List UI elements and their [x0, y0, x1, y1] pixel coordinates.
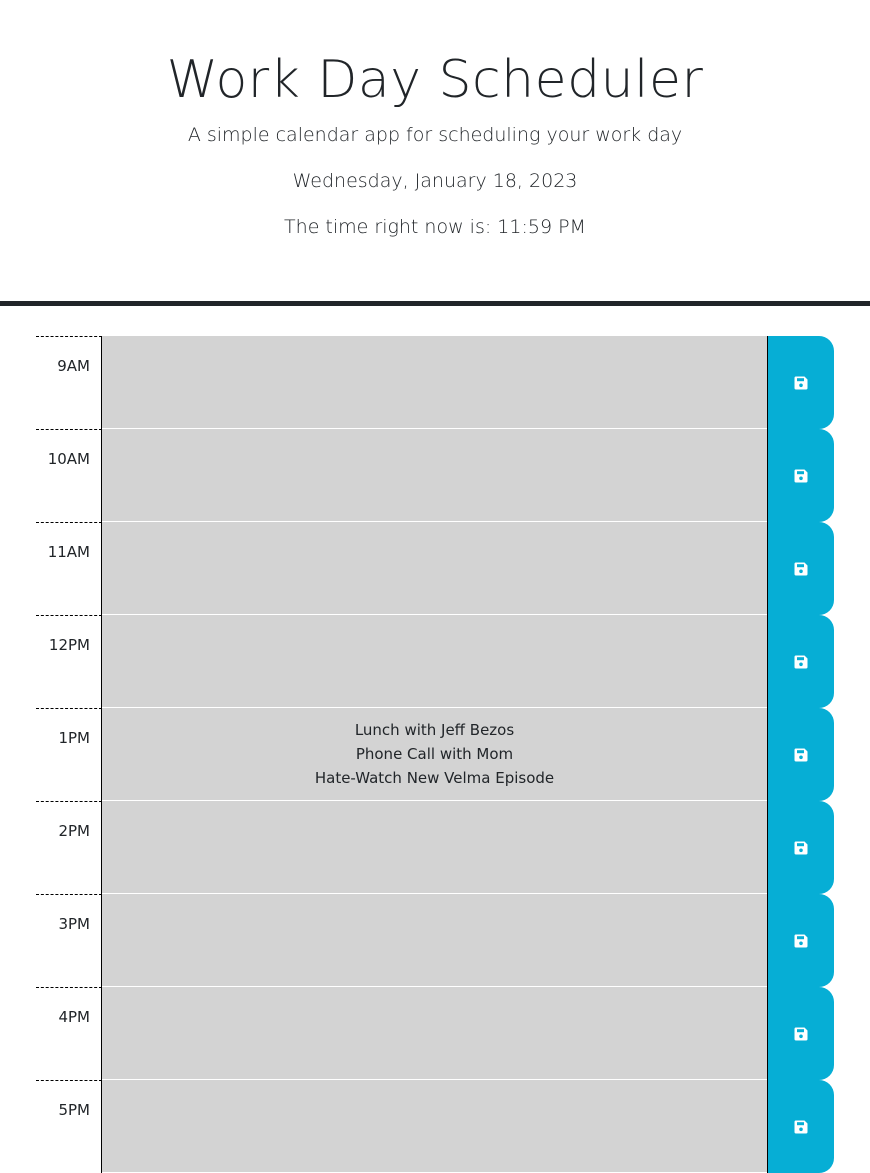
save-button[interactable]	[767, 429, 834, 522]
current-time: The time right now is: 11:59 PM	[284, 216, 586, 238]
save-button[interactable]	[767, 987, 834, 1080]
floppy-disk-icon	[794, 655, 808, 669]
save-button[interactable]	[767, 1080, 834, 1173]
event-description-input[interactable]	[102, 894, 767, 987]
schedule-container: 9AM 10AM 11AM 12PM	[36, 336, 834, 1173]
event-description-input[interactable]	[102, 987, 767, 1080]
event-description-input[interactable]: Lunch with Jeff Bezos Phone Call with Mo…	[102, 708, 767, 801]
time-block-2pm: 2PM	[36, 801, 834, 894]
hour-label: 1PM	[36, 708, 102, 801]
save-button[interactable]	[767, 801, 834, 894]
time-block-5pm: 5PM	[36, 1080, 834, 1173]
hour-label: 10AM	[36, 429, 102, 522]
event-description-input[interactable]	[102, 429, 767, 522]
current-date: Wednesday, January 18, 2023	[292, 170, 578, 192]
event-description-input[interactable]	[102, 615, 767, 708]
save-button[interactable]	[767, 615, 834, 708]
page-subtitle: A simple calendar app for scheduling you…	[187, 124, 683, 146]
floppy-disk-icon	[794, 748, 808, 762]
save-button[interactable]	[767, 894, 834, 987]
page-title: Work Day Scheduler	[166, 50, 704, 110]
hour-label: 2PM	[36, 801, 102, 894]
hour-label: 11AM	[36, 522, 102, 615]
floppy-disk-icon	[794, 376, 808, 390]
floppy-disk-icon	[794, 934, 808, 948]
event-description-input[interactable]	[102, 1080, 767, 1173]
hour-label: 12PM	[36, 615, 102, 708]
time-block-10am: 10AM	[36, 429, 834, 522]
floppy-disk-icon	[794, 1027, 808, 1041]
hour-label: 5PM	[36, 1080, 102, 1173]
event-description-input[interactable]	[102, 522, 767, 615]
floppy-disk-icon	[794, 841, 808, 855]
time-block-3pm: 3PM	[36, 894, 834, 987]
save-button[interactable]	[767, 336, 834, 429]
hour-label: 9AM	[36, 336, 102, 429]
hour-label: 3PM	[36, 894, 102, 987]
save-button[interactable]	[767, 522, 834, 615]
floppy-disk-icon	[794, 469, 808, 483]
time-block-12pm: 12PM	[36, 615, 834, 708]
time-block-11am: 11AM	[36, 522, 834, 615]
page-header: Work Day Scheduler A simple calendar app…	[0, 0, 870, 306]
time-block-9am: 9AM	[36, 336, 834, 429]
floppy-disk-icon	[794, 562, 808, 576]
floppy-disk-icon	[794, 1120, 808, 1134]
save-button[interactable]	[767, 708, 834, 801]
time-block-1pm: 1PM Lunch with Jeff Bezos Phone Call wit…	[36, 708, 834, 801]
event-description-input[interactable]	[102, 801, 767, 894]
time-block-4pm: 4PM	[36, 987, 834, 1080]
hour-label: 4PM	[36, 987, 102, 1080]
event-description-input[interactable]	[102, 336, 767, 429]
